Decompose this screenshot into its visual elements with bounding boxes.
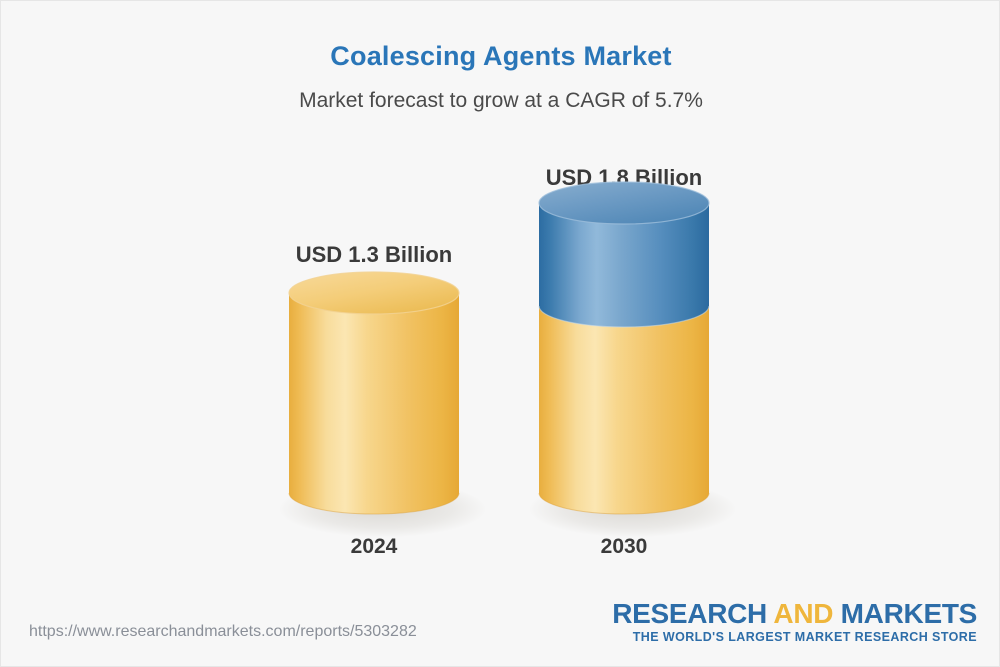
logo-word-and: AND [773,598,834,629]
logo-word-research: RESEARCH [612,598,767,629]
research-and-markets-logo[interactable]: RESEARCH AND MARKETS THE WORLD'S LARGEST… [612,599,977,645]
chart-title: Coalescing Agents Market [330,41,672,71]
bar-group-2030: USD 1.8 Billion [494,1,754,601]
bar-value-label-2024: USD 1.3 Billion [295,242,453,267]
logo-tagline: THE WORLD'S LARGEST MARKET RESEARCH STOR… [632,630,977,645]
logo-word-markets: MARKETS [840,598,978,629]
bar-cylinder-2024[interactable] [244,271,504,541]
report-url[interactable]: https://www.researchandmarkets.com/repor… [29,623,417,640]
bar-category-label-2024: 2024 [350,535,398,558]
bar-category-label-2030: 2030 [600,535,648,558]
bar-group-2024: USD 1.3 Billion [244,1,504,601]
plot-area: USD 1.3 Billion [1,1,999,601]
logo-wordmark: RESEARCH AND MARKETS [612,599,977,628]
bar-cylinder-2030[interactable] [494,181,754,541]
chart-subtitle: Market forecast to grow at a CAGR of 5.7… [299,89,703,112]
